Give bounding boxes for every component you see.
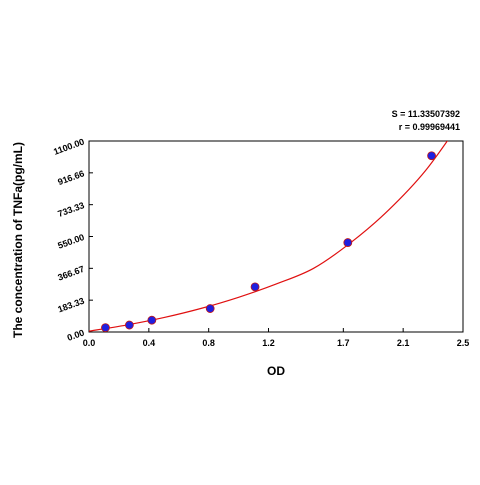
x-tick-label: 2.1	[397, 338, 410, 348]
fit-statistic-s: S = 11.33507392	[392, 109, 460, 119]
fit-curve-line	[89, 141, 449, 332]
y-tick-label: 550.00	[56, 232, 85, 251]
x-axis-title: OD	[267, 364, 285, 378]
fit-statistic-r: r = 0.99969441	[399, 122, 460, 132]
y-tick-label: 916.66	[56, 168, 85, 187]
x-tick-label: 2.5	[457, 338, 470, 348]
x-tick-label: 1.2	[262, 338, 275, 348]
x-tick-label: 1.7	[337, 338, 350, 348]
x-tick-label: 0.8	[202, 338, 215, 348]
data-point	[343, 238, 353, 247]
plot-frame	[88, 140, 464, 333]
y-tick-label: 1100.00	[52, 136, 86, 156]
data-point	[427, 151, 436, 161]
y-tick-label: 733.33	[56, 200, 85, 219]
y-tick-label: 366.67	[56, 264, 85, 283]
data-point	[124, 320, 134, 330]
x-tick-label: 0.4	[143, 338, 156, 348]
x-tick-label: 0.0	[83, 338, 96, 348]
data-point	[101, 323, 110, 333]
data-point	[147, 315, 157, 325]
y-tick-label: 183.33	[56, 296, 85, 315]
y-axis-title: The concentration of TNFa(pg/mL)	[11, 142, 25, 338]
data-point	[205, 304, 215, 313]
data-point	[250, 282, 260, 292]
